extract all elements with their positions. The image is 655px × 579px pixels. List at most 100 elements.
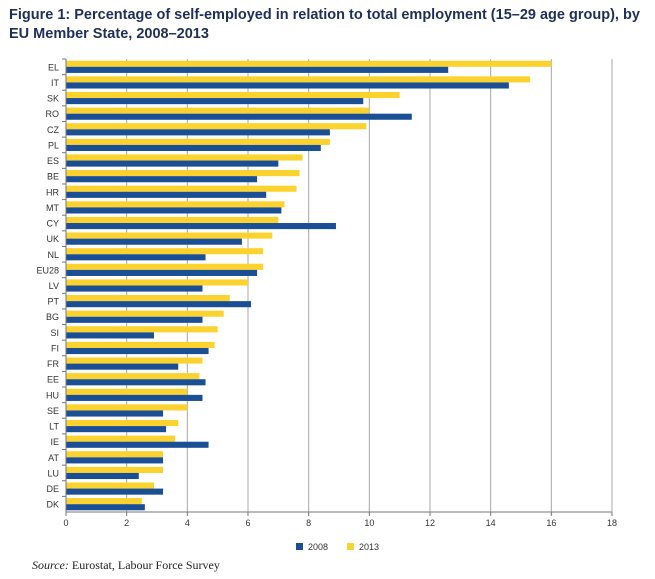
bar-2008 — [66, 301, 252, 308]
source-text: Eurostat, Labour Force Survey — [71, 558, 220, 572]
category-label: DK — [46, 500, 59, 510]
category-label: IT — [51, 78, 60, 88]
bar-2013 — [66, 357, 203, 364]
category-label: NL — [47, 250, 59, 260]
bar-2013 — [66, 326, 218, 333]
category-label: ES — [47, 156, 59, 166]
category-label: PL — [48, 140, 59, 150]
bar-2008 — [66, 269, 258, 276]
bar-2013 — [66, 76, 531, 83]
category-label: SI — [50, 328, 59, 338]
bar-2013 — [66, 466, 164, 473]
bar-2013 — [66, 123, 367, 130]
bar-2008 — [66, 316, 203, 323]
bar-2013 — [66, 419, 179, 427]
legend-swatch-2013 — [347, 543, 354, 550]
category-label: LV — [49, 281, 59, 291]
category-label: EE — [47, 375, 59, 385]
bar-2008 — [66, 207, 282, 214]
bar-2013 — [66, 482, 154, 489]
bar-2008 — [66, 113, 412, 120]
bar-2013 — [66, 185, 297, 192]
category-label: FR — [47, 359, 59, 369]
category-label: PT — [47, 297, 59, 307]
bar-2008 — [66, 504, 145, 511]
category-label: MT — [46, 203, 59, 213]
bar-2013 — [66, 248, 264, 255]
bar-2013 — [66, 216, 279, 224]
bar-2013 — [66, 170, 300, 177]
x-tick-label: 14 — [486, 518, 496, 528]
x-tick-label: 6 — [245, 518, 250, 528]
legend-label-2008: 2008 — [308, 542, 328, 552]
legend: 2008 2013 — [296, 542, 379, 552]
category-label: IE — [50, 437, 59, 447]
x-tick-label: 12 — [425, 518, 435, 528]
bar-2008 — [66, 223, 336, 230]
legend-swatch-2008 — [296, 543, 303, 550]
category-label: BG — [46, 312, 59, 322]
source-note: Source: Eurostat, Labour Force Survey — [32, 558, 220, 573]
bar-2008 — [66, 285, 203, 292]
category-label: CY — [46, 219, 59, 229]
category-label: LU — [47, 468, 59, 478]
x-tick-label: 0 — [63, 518, 68, 528]
bar-2008 — [66, 254, 206, 261]
x-tick-label: 8 — [306, 518, 311, 528]
x-tick-label: 16 — [546, 518, 556, 528]
category-label: EL — [48, 62, 59, 72]
bar-2008 — [66, 238, 242, 245]
bar-2013 — [66, 404, 188, 411]
bar-2008 — [66, 332, 154, 339]
category-label: AT — [48, 453, 59, 463]
category-label: UK — [46, 234, 59, 244]
bar-2013 — [66, 373, 200, 380]
bar-2013 — [66, 263, 264, 270]
bar-2008 — [66, 472, 139, 480]
bar-2008 — [66, 394, 203, 401]
bar-2013 — [66, 341, 215, 348]
chart-title: Figure 1: Percentage of self-employed in… — [9, 7, 640, 42]
bar-2013 — [66, 435, 176, 442]
bar-2013 — [66, 388, 188, 395]
bar-2008 — [66, 363, 179, 370]
category-label: FI — [51, 343, 59, 353]
legend-label-2013: 2013 — [359, 542, 379, 552]
bar-2008 — [66, 98, 364, 105]
category-label: EU28 — [36, 265, 59, 275]
source-label: Source: — [32, 558, 69, 572]
bar-2013 — [66, 295, 230, 302]
x-tick-label: 18 — [607, 518, 617, 528]
bar-2013 — [66, 279, 248, 286]
bar-2013 — [66, 232, 273, 239]
bars — [66, 60, 552, 511]
category-label: LT — [49, 422, 59, 432]
bar-2013 — [66, 154, 303, 161]
bar-2008 — [66, 82, 509, 89]
category-label: CZ — [47, 125, 59, 135]
bar-2008 — [66, 160, 279, 167]
axes: 0 2 4 6 8 10 12 14 16 18 EL IT SK RO CZ PL ES BE HR MT CY UK N… — [36, 58, 617, 528]
bar-2008 — [66, 426, 167, 433]
bar-2013 — [66, 60, 552, 67]
category-label: HR — [46, 187, 59, 197]
bar-2008 — [66, 379, 206, 386]
category-label: SE — [47, 406, 59, 416]
bar-2013 — [66, 310, 224, 317]
x-tick-label: 4 — [185, 518, 190, 528]
bar-2008 — [66, 347, 209, 355]
x-tick-label: 2 — [124, 518, 129, 528]
bar-2008 — [66, 129, 330, 136]
bar-2008 — [66, 191, 267, 198]
category-label: SK — [47, 94, 59, 104]
category-label: RO — [46, 109, 60, 119]
bar-2013 — [66, 91, 400, 99]
category-label: DE — [46, 484, 59, 494]
bar-2008 — [66, 457, 164, 464]
bar-2008 — [66, 144, 321, 152]
bar-2008 — [66, 66, 449, 73]
bar-2013 — [66, 201, 285, 208]
category-label: BE — [47, 172, 59, 182]
bar-2008 — [66, 441, 209, 448]
